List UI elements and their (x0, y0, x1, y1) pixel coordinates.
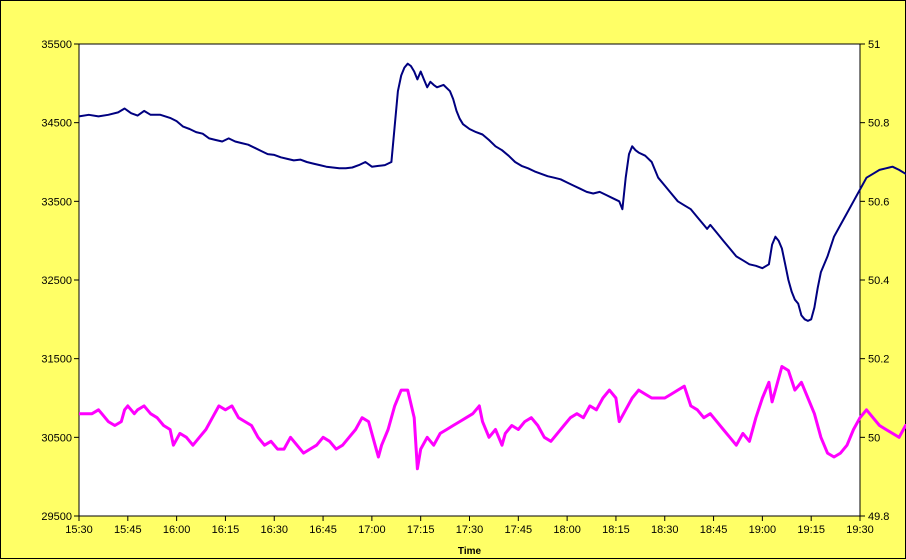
x-tick-label: 17:30 (456, 524, 484, 536)
y-right-tick-label: 50 (868, 432, 880, 444)
y-right-tick-label: 50.4 (868, 275, 889, 287)
x-tick-label: 18:00 (553, 524, 581, 536)
x-tick-label: 16:30 (260, 524, 288, 536)
x-tick-label: 16:15 (212, 524, 240, 536)
series-lines (78, 62, 906, 471)
x-tick-label: 19:30 (846, 524, 874, 536)
x-axis-label: Time (458, 546, 482, 557)
x-tick-label: 19:00 (749, 524, 777, 536)
y-left-tick-label: 31500 (41, 354, 72, 366)
axes: 15:30 15:45 16:00 16:15 16:30 16:45 17:00 17:15… (41, 39, 889, 536)
x-tick-label: 18:45 (700, 524, 728, 536)
y-left-tick-label: 30500 (41, 432, 72, 444)
x-tick-label: 17:00 (358, 524, 386, 536)
y-left-tick-label: 29500 (41, 511, 72, 523)
x-tick-label: 17:15 (407, 524, 435, 536)
x-tick-label: 16:00 (163, 524, 191, 536)
y-left-tick-label: 35500 (41, 39, 72, 51)
series-line-right-axis (79, 365, 906, 471)
plot-area (78, 43, 861, 517)
y-right-tick-label: 50.2 (868, 354, 889, 366)
y-right-tick-label: 49.8 (868, 511, 889, 523)
x-tick-label: 17:45 (505, 524, 533, 536)
x-tick-label: 18:30 (651, 524, 679, 536)
y-right-tick-label: 51 (868, 39, 880, 51)
x-tick-label: 15:30 (65, 524, 93, 536)
x-tick-label: 16:45 (309, 524, 337, 536)
y-left-tick-label: 34500 (41, 118, 72, 130)
y-left-tick-label: 33500 (41, 196, 72, 208)
y-right-tick-label: 50.6 (868, 196, 889, 208)
x-tick-label: 19:15 (797, 524, 825, 536)
x-tick-label: 15:45 (114, 524, 142, 536)
y-right-tick-label: 50.8 (868, 118, 889, 130)
x-tick-label: 18:15 (602, 524, 630, 536)
y-left-tick-label: 32500 (41, 275, 72, 287)
series-line-left-axis (78, 62, 906, 322)
